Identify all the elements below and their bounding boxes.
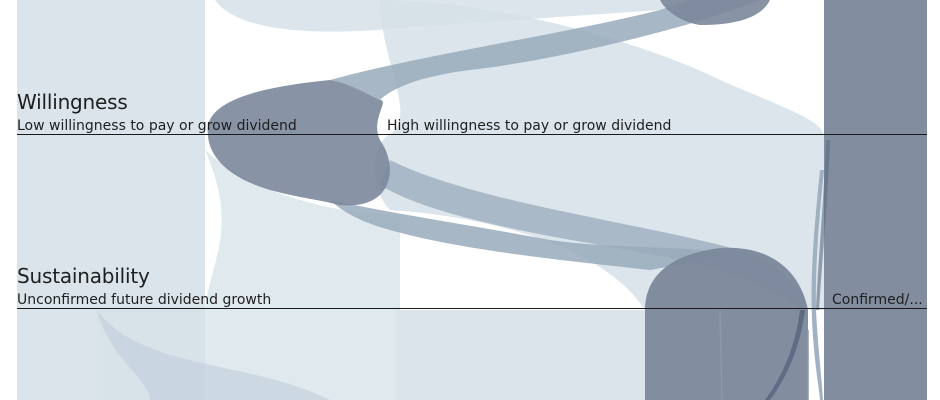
category-label-low-willingness[interactable]: Low willingness to pay or grow dividend <box>17 118 297 134</box>
ribbon-low-to-unconfirmed-light[interactable] <box>205 150 400 310</box>
ribbon-unconfirmed-divider <box>719 309 809 400</box>
ribbon-bottom-cross[interactable] <box>97 310 330 400</box>
ribbon-thin-strand-3[interactable] <box>816 140 830 310</box>
ribbon-top-dark-right[interactable] <box>660 0 770 25</box>
ribbon-low-left-vertical[interactable] <box>17 0 205 400</box>
axis-line-sustainability <box>17 308 927 309</box>
ribbon-mid-swoosh-upper[interactable] <box>330 0 760 100</box>
category-label-unconfirmed[interactable]: Unconfirmed future dividend growth <box>17 292 272 308</box>
dimension-title-willingness: Willingness <box>17 90 128 114</box>
ribbon-bottom-light-right[interactable] <box>395 310 645 400</box>
ribbon-unconfirmed-dark-blob[interactable] <box>645 247 808 400</box>
dimension-title-sustainability: Sustainability <box>17 264 150 288</box>
axis-line-willingness <box>17 134 927 135</box>
ribbon-thin-strand-1[interactable] <box>765 310 805 400</box>
category-label-confirmed[interactable]: Confirmed/... <box>832 292 923 308</box>
ribbon-low-dark-loop[interactable] <box>207 80 390 206</box>
ribbon-mid-right-band[interactable] <box>380 160 805 310</box>
ribbon-thin-strand-2[interactable] <box>811 170 824 400</box>
ribbon-mid-swoosh-lower[interactable] <box>330 200 735 270</box>
category-label-high-willingness[interactable]: High willingness to pay or grow dividend <box>387 118 672 134</box>
ribbon-high-light-upper[interactable] <box>380 0 824 135</box>
ribbon-confirmed-dark-column[interactable] <box>824 0 927 400</box>
